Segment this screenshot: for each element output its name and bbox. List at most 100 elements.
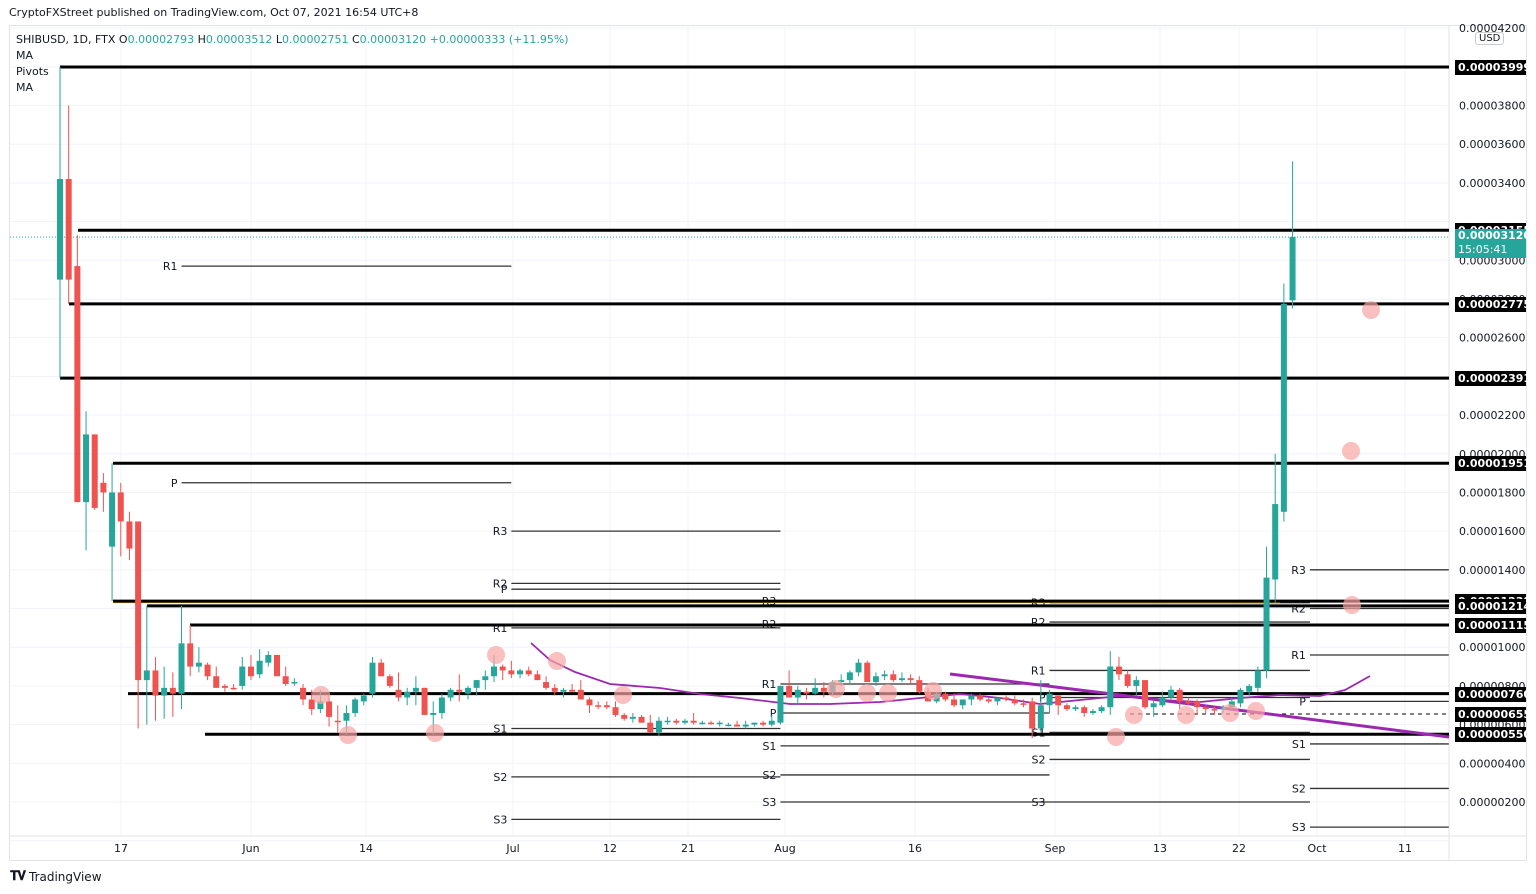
candle [404,687,411,706]
candle [464,685,471,700]
price-tick: 0.00001000 [1459,641,1525,654]
candle [256,649,263,679]
candle [456,674,463,702]
candle [569,683,576,692]
candle [1185,697,1192,706]
candle [1280,283,1287,522]
candle [1098,705,1105,714]
candle [1133,676,1140,696]
symbol-info[interactable]: SHIBUSD, 1D, FTX [16,33,116,46]
highlight-marker [1342,442,1360,460]
tradingview-branding: 𝐓𝐕 TradingView [10,869,102,884]
highlight-marker [426,724,444,742]
pivot-label: S1 [1292,738,1306,751]
highlight-marker [614,686,632,704]
last-price-tag: 0.00003120 15:05:41 [1455,229,1531,259]
pivot-label: S3 [1292,821,1306,834]
indicator-ma-1[interactable]: MA [16,49,34,62]
currency-badge[interactable]: USD [1475,32,1505,45]
candle [1246,683,1253,696]
pivot-label: R1 [1031,664,1046,677]
publisher-line: CryptoFXStreet published on TradingView.… [9,6,419,19]
candle [152,656,159,721]
time-tick: 21 [681,842,695,855]
candle [239,656,246,690]
candle [274,654,280,677]
candle [907,674,914,684]
time-tick: 16 [908,842,922,855]
time-tick: 14 [359,842,373,855]
candle [334,705,341,733]
indicator-ma-2[interactable]: MA [16,81,34,94]
candle [690,713,697,725]
candle [1029,697,1036,739]
candle [751,722,758,727]
pivot-label: S3 [762,796,776,809]
candle [352,697,359,717]
candle [525,666,532,677]
candle [985,697,992,704]
candle [855,658,862,677]
candle [760,720,767,727]
candle [1263,546,1270,679]
candle [187,624,194,677]
brand-name: TradingView [29,869,102,884]
pivot-label: R1 [762,678,777,691]
price-tick: 0.00000400 [1459,757,1525,770]
candle [655,716,662,737]
candle [1063,703,1070,712]
price-level-tag: 0.00001951 [1455,456,1531,472]
candle [621,713,628,721]
pivot-label: S2 [762,769,776,782]
candle [664,716,671,725]
candle [699,720,706,725]
candle [577,680,584,700]
pivot-label: R2 [1031,616,1046,629]
candle [768,714,775,727]
price-tick: 0.00001800 [1459,486,1525,499]
candle [421,687,428,715]
pivot-label: S3 [1032,796,1046,809]
candle [1115,656,1122,681]
candle [1202,705,1209,714]
price-level-tag: 0.00001214 [1455,598,1531,614]
candle [916,676,923,694]
time-tick: 13 [1153,842,1167,855]
price-tick: 0.00000200 [1459,796,1525,809]
candle [308,689,315,715]
candle [1081,705,1088,717]
tradingview-logo-icon: 𝐓𝐕 [10,869,26,884]
candle [777,685,784,725]
candle [1020,699,1027,708]
candle [326,693,333,727]
candle [638,714,645,723]
candle [65,105,72,304]
time-tick: 12 [603,842,617,855]
candle [83,411,90,551]
price-tick: 0.00002200 [1459,409,1525,422]
highlight-marker [924,682,942,700]
candle [803,687,810,700]
candle [629,713,636,723]
indicator-pivots[interactable]: Pivots [16,65,49,78]
candle [499,664,506,681]
candle [647,714,654,733]
candle [386,674,393,688]
candle [1159,691,1166,708]
candle [1046,689,1053,714]
candle [1003,695,1010,702]
candle [794,685,801,706]
highlight-marker [1343,596,1361,614]
ohlc-line: SHIBUSD, 1D, FTX O0.00002793 H0.00003512… [16,32,569,48]
candle [1272,453,1279,603]
candle [864,660,871,683]
candle [300,683,307,706]
candle [57,66,63,379]
candle [534,670,541,681]
candle [872,672,879,686]
candle [360,693,367,706]
highlight-marker [487,646,505,664]
candle [551,683,558,696]
candle [369,656,376,698]
